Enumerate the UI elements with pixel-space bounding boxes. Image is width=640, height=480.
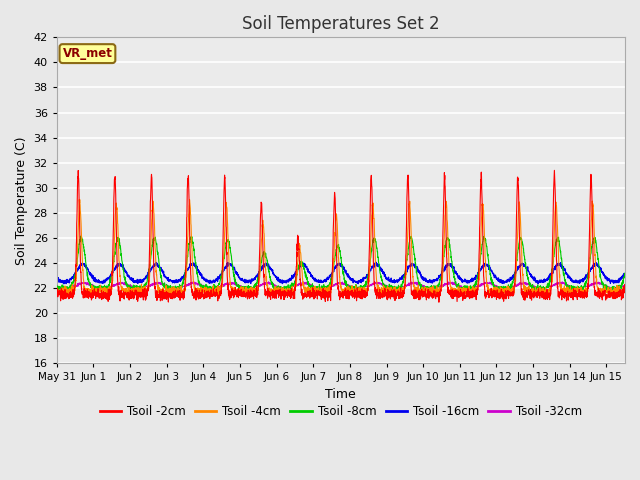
Legend: Tsoil -2cm, Tsoil -4cm, Tsoil -8cm, Tsoil -16cm, Tsoil -32cm: Tsoil -2cm, Tsoil -4cm, Tsoil -8cm, Tsoi… bbox=[95, 400, 586, 423]
X-axis label: Time: Time bbox=[325, 388, 356, 401]
Text: VR_met: VR_met bbox=[63, 47, 113, 60]
Title: Soil Temperatures Set 2: Soil Temperatures Set 2 bbox=[242, 15, 440, 33]
Y-axis label: Soil Temperature (C): Soil Temperature (C) bbox=[15, 136, 28, 264]
